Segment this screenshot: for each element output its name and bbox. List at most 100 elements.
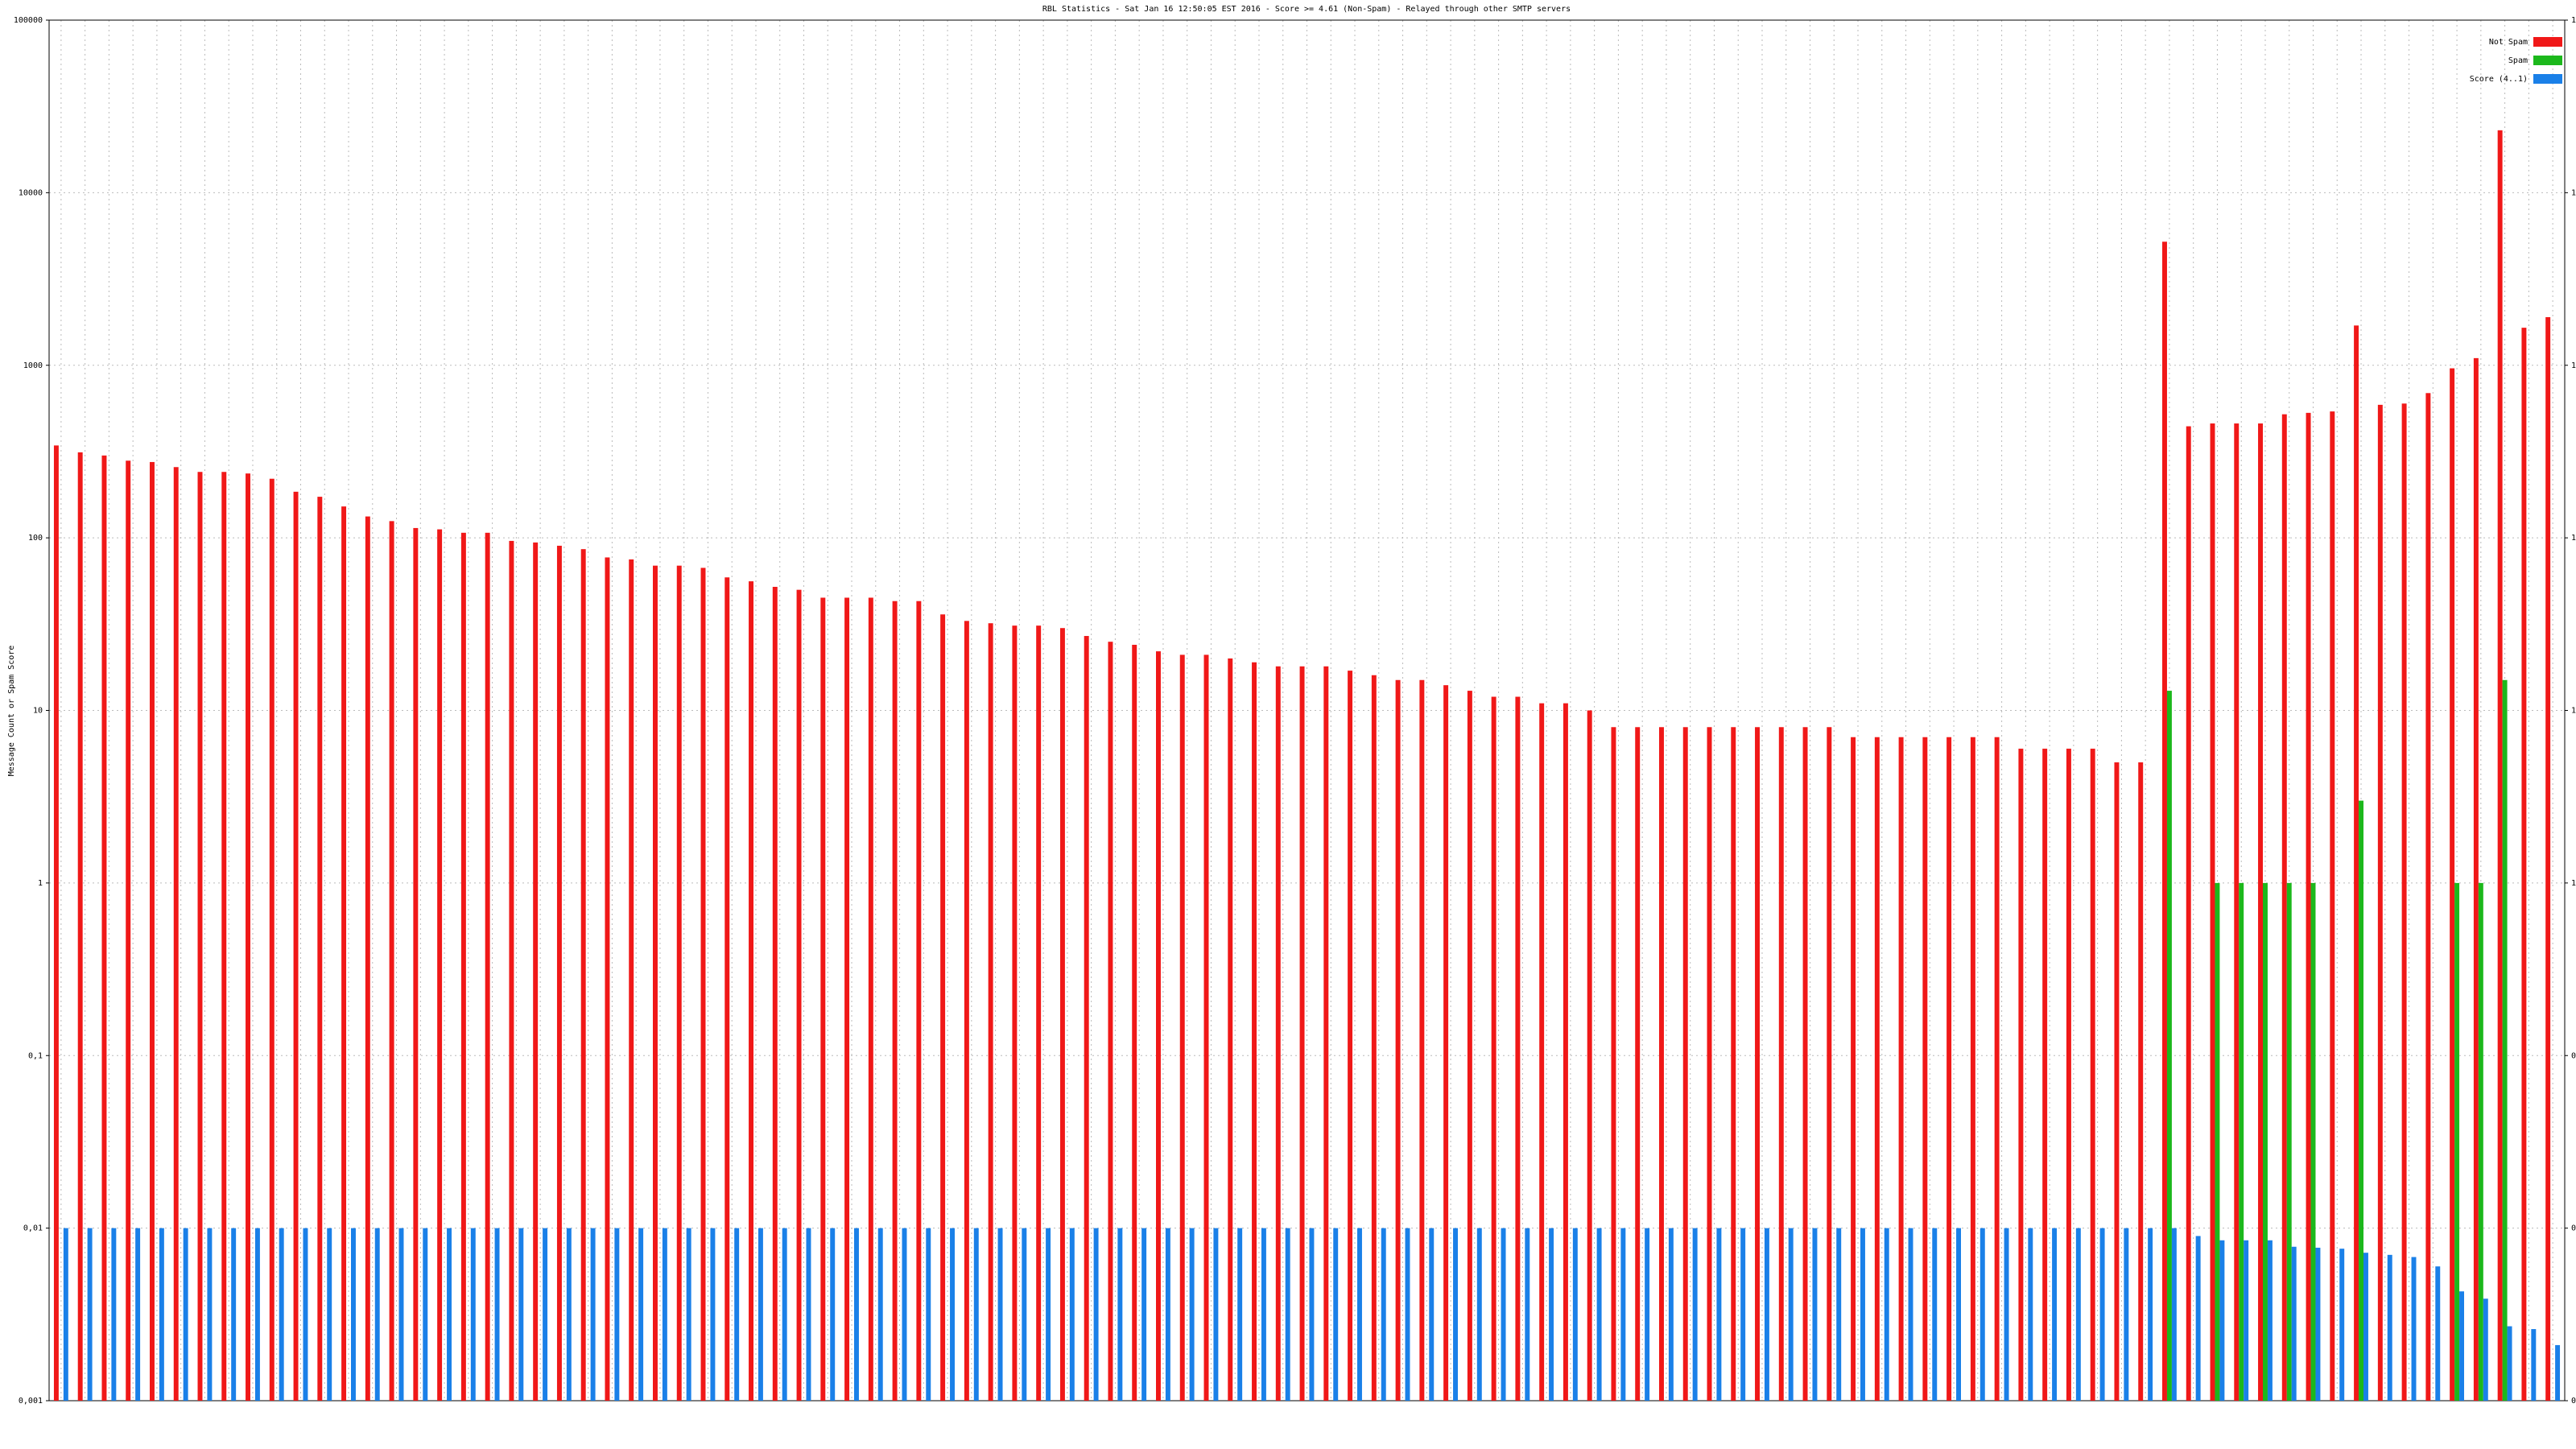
bar	[1539, 703, 1545, 1401]
bar	[868, 597, 873, 1401]
bar	[398, 1228, 404, 1401]
bar	[77, 452, 83, 1401]
bar	[1213, 1228, 1219, 1401]
bar	[1491, 696, 1496, 1401]
bar	[303, 1228, 308, 1401]
bar	[1851, 737, 1856, 1401]
bar	[662, 1228, 667, 1401]
y-tick-label: 10	[33, 707, 43, 716]
bar	[2454, 882, 2460, 1401]
bar	[997, 1228, 1003, 1401]
bar	[1932, 1228, 1938, 1401]
bar	[1323, 666, 1329, 1401]
bar	[2281, 414, 2287, 1401]
bar	[485, 532, 490, 1401]
bar	[389, 521, 394, 1402]
bar	[556, 545, 562, 1401]
bar	[1979, 1228, 1985, 1401]
bar	[758, 1228, 763, 1401]
bar	[1525, 1228, 1530, 1401]
bar	[317, 497, 323, 1401]
bar	[1141, 1228, 1147, 1401]
bar	[2244, 1240, 2249, 1401]
bar	[782, 1228, 787, 1401]
y-tick-label-right: 0,01	[2571, 1224, 2576, 1233]
bar	[1764, 1228, 1769, 1401]
bar	[1778, 727, 1784, 1401]
bar	[566, 1228, 572, 1401]
bar	[2162, 242, 2167, 1401]
bar	[543, 1228, 548, 1401]
y-axis-label: Message Count or Spam Score	[7, 646, 16, 777]
bar	[2258, 423, 2263, 1401]
bar	[2195, 1236, 2201, 1401]
bar	[1069, 1228, 1075, 1401]
bar	[1117, 1228, 1123, 1401]
bar	[1261, 1228, 1266, 1401]
bar	[590, 1228, 596, 1401]
bar	[2234, 423, 2240, 1401]
bar	[341, 506, 347, 1401]
bar	[796, 589, 802, 1401]
bar	[2090, 749, 2095, 1401]
bar	[734, 1228, 740, 1401]
bar	[1012, 625, 1018, 1401]
bar	[2315, 1247, 2321, 1401]
bar	[2483, 1298, 2488, 1401]
bar	[494, 1228, 500, 1401]
legend-label: Spam	[2508, 56, 2528, 65]
bar	[1812, 1228, 1818, 1401]
bar	[2219, 1240, 2225, 1401]
y-tick-label-right: 1000	[2571, 361, 2576, 370]
bar	[1645, 1228, 1650, 1401]
bar	[1874, 737, 1880, 1401]
bar	[159, 1228, 164, 1401]
y-tick-label: 10000	[19, 188, 43, 197]
bar	[1572, 1228, 1578, 1401]
bar	[2052, 1228, 2058, 1401]
bar	[2507, 1326, 2512, 1401]
bar	[1563, 703, 1568, 1401]
bar	[926, 1228, 931, 1401]
bar	[2267, 1240, 2273, 1401]
chart-title: RBL Statistics - Sat Jan 16 12:50:05 EST…	[1042, 5, 1571, 14]
bar	[1371, 675, 1377, 1401]
bar	[2306, 412, 2311, 1401]
bar	[2521, 328, 2527, 1401]
bar	[207, 1228, 213, 1401]
bar	[254, 1228, 260, 1401]
bar	[844, 597, 850, 1401]
bar	[2401, 403, 2407, 1401]
bar	[1659, 727, 1664, 1401]
bar	[772, 587, 778, 1401]
bar	[2263, 882, 2268, 1401]
bar	[916, 601, 922, 1401]
bar	[470, 1228, 476, 1401]
bar	[1946, 737, 1952, 1401]
bar	[221, 472, 227, 1401]
bar	[351, 1228, 356, 1401]
bar	[892, 601, 898, 1401]
y-tick-label: 1	[38, 879, 43, 888]
bar	[1309, 1228, 1315, 1401]
bar	[877, 1228, 883, 1401]
bar	[749, 581, 753, 1401]
bar	[101, 455, 107, 1402]
bar	[1252, 662, 1257, 1401]
bar	[2114, 762, 2120, 1401]
bar	[2166, 691, 2172, 1401]
bar	[1108, 642, 1113, 1401]
bar	[197, 472, 203, 1401]
bar	[1443, 685, 1449, 1401]
legend-swatch	[2533, 56, 2562, 65]
bar	[653, 565, 658, 1401]
legend-swatch	[2533, 37, 2562, 47]
bar	[2075, 1228, 2081, 1401]
bar	[327, 1228, 332, 1401]
bar	[1189, 1228, 1195, 1401]
bar	[2387, 1254, 2392, 1401]
bar	[614, 1228, 620, 1401]
bar	[902, 1228, 907, 1401]
bar	[2124, 1228, 2129, 1401]
